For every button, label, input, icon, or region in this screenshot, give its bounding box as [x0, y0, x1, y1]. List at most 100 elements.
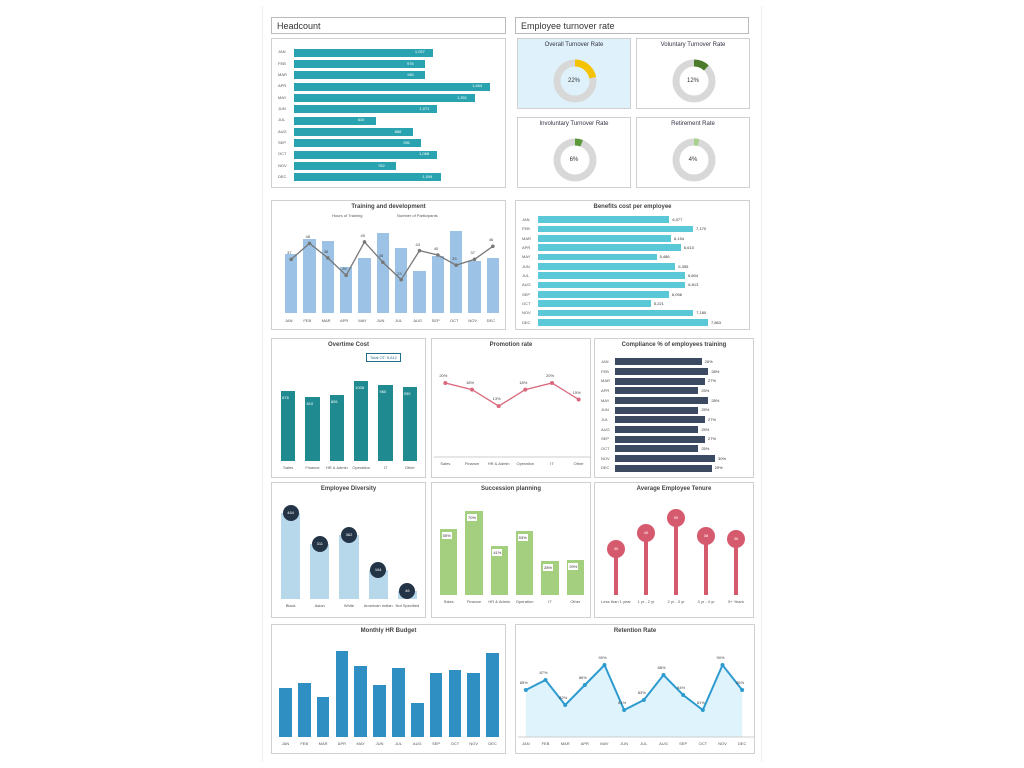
- bar: [310, 543, 330, 599]
- axis-label: 2 yr - 3 yr: [667, 599, 685, 604]
- benefits-chart: Benefits cost per employee JAN 6,077 FEB 7,1…: [515, 200, 750, 330]
- bar: [294, 162, 397, 170]
- bar: [538, 263, 676, 270]
- chart-title: Training and development: [351, 204, 426, 210]
- axis-label: APR: [601, 387, 610, 393]
- point-value: 90%: [716, 655, 725, 660]
- point-value: 15%: [572, 389, 581, 395]
- bar: [468, 260, 481, 313]
- bar-value: 610: [357, 117, 365, 123]
- bar-value: 6,056: [671, 291, 682, 297]
- axis-label: MAR: [560, 741, 570, 746]
- turnover-header: Employee turnover rate: [515, 17, 749, 34]
- bar-value: 6,804: [688, 272, 699, 278]
- axis-label: JAN: [278, 49, 286, 55]
- point-value: 81%: [618, 700, 627, 705]
- bar-value: 7,180: [696, 310, 707, 316]
- bar: [450, 231, 463, 313]
- dashboard-page: Headcount Employee turnover rate JAN 1,03…: [262, 6, 762, 762]
- axis-label: JUL: [640, 741, 648, 746]
- axis-label: JAN: [522, 741, 530, 746]
- axis-label: MAY: [356, 741, 365, 746]
- point-value: 43: [415, 241, 420, 247]
- axis-label: JAN: [285, 318, 293, 323]
- bar-value: 30%: [718, 455, 727, 461]
- bar: [615, 426, 699, 433]
- axis-label: Sales: [440, 461, 451, 466]
- point-value: 37: [287, 250, 292, 256]
- bar-value: 27%: [708, 378, 717, 384]
- headcount-chart: JAN 1,037 FEB 978 MAR 981 APR 1,464 MAY 1,351 JUN 1…: [271, 38, 506, 188]
- axis-label: FEB: [601, 368, 609, 374]
- point-value: 87%: [539, 670, 548, 675]
- bar-value: 6,355: [678, 263, 689, 269]
- retirement-rate-donut: Retirement Rate 4%: [636, 117, 750, 188]
- bar: [615, 435, 705, 443]
- bar-value: 5,486: [659, 254, 670, 260]
- point-value: 85%: [519, 680, 528, 685]
- axis-label: FEB: [522, 226, 530, 232]
- lollipop-stem: [614, 548, 618, 595]
- bar: [354, 381, 369, 461]
- axis-label: Black: [285, 603, 296, 608]
- axis-label: Finance: [305, 465, 320, 470]
- bar-value: 5,221: [653, 300, 664, 306]
- bar: [378, 384, 393, 461]
- bar: [294, 116, 376, 125]
- point-value: 46: [488, 237, 494, 243]
- donut-title: Overall Turnover Rate: [544, 42, 604, 48]
- donut-title: Voluntary Turnover Rate: [660, 42, 726, 48]
- bar-value: 876: [282, 395, 289, 401]
- point-value: 84%: [677, 685, 686, 690]
- bar: [615, 464, 712, 472]
- lollipop-value: 40: [637, 524, 655, 542]
- axis-label: DEC: [601, 465, 610, 471]
- point-value: 40: [433, 246, 439, 251]
- donut-value: 4%: [688, 157, 698, 163]
- lollipop-stem: [644, 533, 648, 595]
- bar-value: 25%: [701, 407, 710, 413]
- donut-title: Involuntary Turnover Rate: [539, 121, 609, 127]
- bar: [316, 696, 330, 737]
- point-value: 85%: [736, 680, 745, 685]
- axis-label: HR & Admin: [488, 599, 511, 604]
- axis-label: JUN: [375, 741, 384, 746]
- donut-value: 6%: [569, 157, 579, 163]
- bar: [281, 391, 296, 461]
- axis-label: SEP: [432, 741, 441, 746]
- bar: [340, 267, 353, 313]
- bar: [303, 238, 316, 313]
- bar-value: 1,094: [422, 173, 433, 179]
- axis-label: APR: [340, 318, 349, 323]
- lollipop-value: 50: [667, 508, 685, 527]
- bar-value: 41%: [491, 547, 504, 557]
- bar: [538, 216, 670, 223]
- axis-label: JAN: [281, 741, 290, 746]
- axis-label: NOV: [522, 310, 531, 316]
- bar: [376, 233, 389, 313]
- training-chart: Training and development Hours of Trainin…: [271, 200, 506, 330]
- bar-value: 164: [370, 561, 387, 578]
- axis-label: JUL: [394, 741, 402, 746]
- axis-label: MAY: [522, 254, 531, 260]
- axis-label: SEP: [679, 741, 688, 746]
- bar-value: 55%: [440, 531, 453, 540]
- axis-label: JUN: [522, 263, 530, 269]
- axis-label: MAR: [318, 741, 328, 746]
- bar-value: 6,610: [683, 244, 694, 250]
- point-value: 23: [397, 270, 402, 276]
- bar: [294, 105, 438, 114]
- bar: [321, 240, 334, 313]
- bar: [297, 683, 311, 737]
- axis-label: JUL: [522, 272, 530, 278]
- axis-label: NOV: [718, 741, 727, 746]
- bar: [294, 139, 422, 148]
- point-value: 38: [323, 248, 329, 254]
- axis-label: JAN: [522, 216, 530, 222]
- lollipop-value: 30: [607, 539, 625, 558]
- axis-label: SEP: [431, 318, 440, 323]
- point-value: 83%: [637, 690, 646, 695]
- axis-label: JUN: [278, 105, 286, 111]
- bar: [486, 257, 499, 313]
- axis-label: HR & Admin: [325, 465, 348, 470]
